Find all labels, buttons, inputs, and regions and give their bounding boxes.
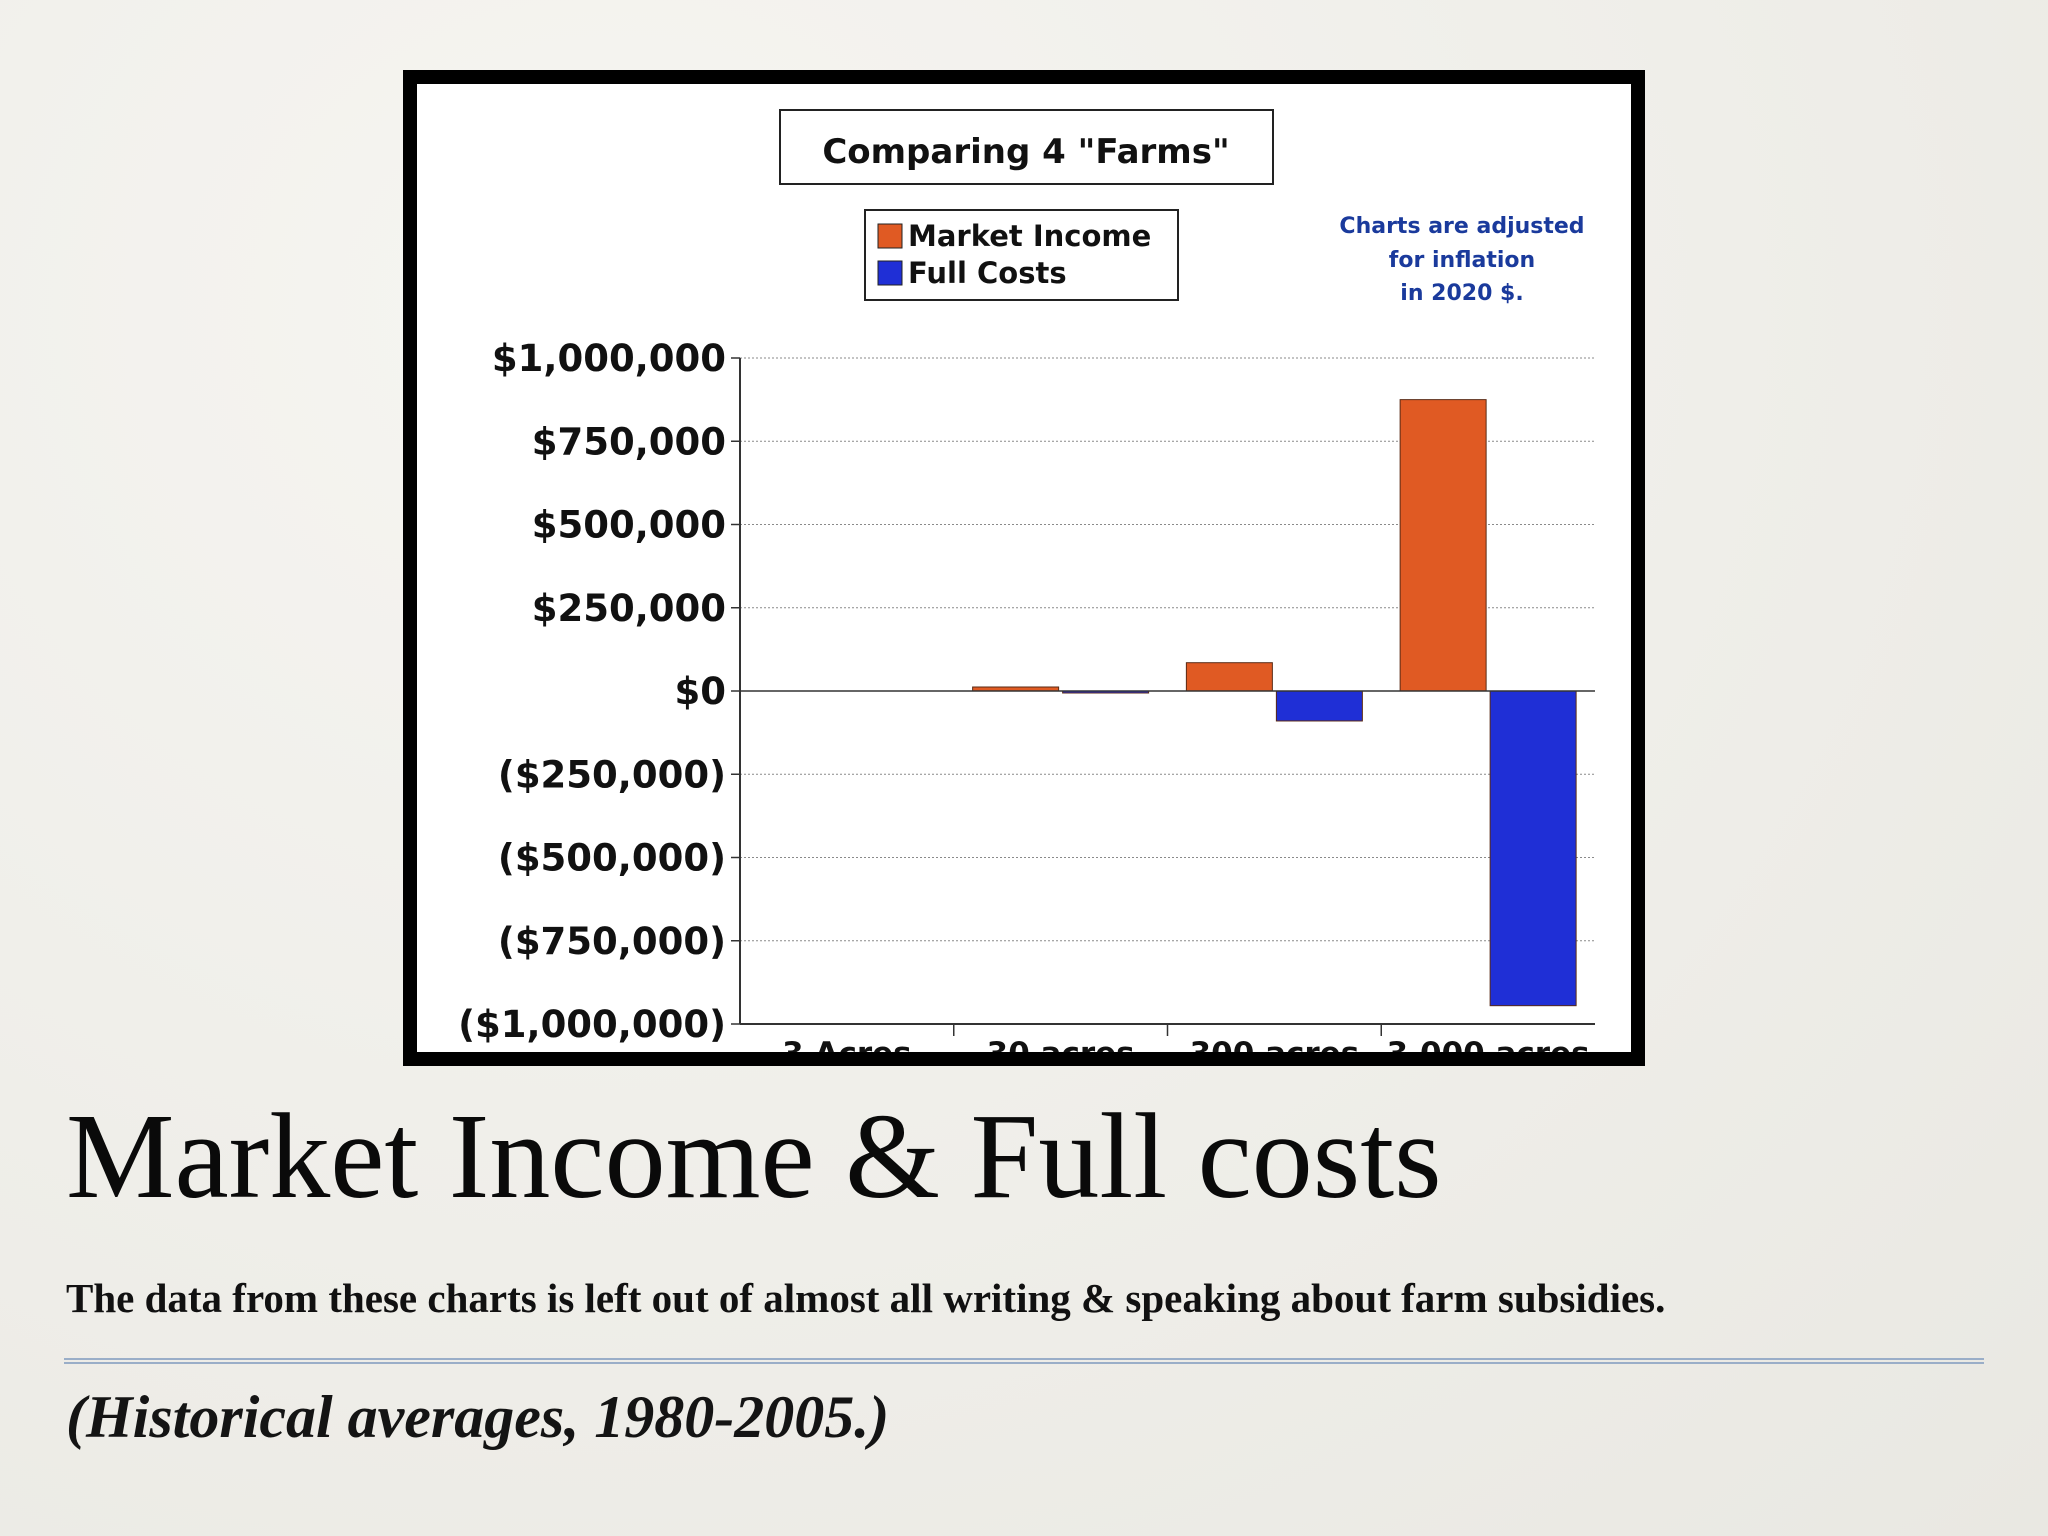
- legend-swatch-full-costs: [877, 260, 903, 286]
- y-tick-label: $0: [675, 670, 727, 713]
- axis-layer: [731, 357, 1595, 1036]
- legend-label-market-income: Market Income: [908, 219, 1151, 253]
- annotation-line-3: in 2020 $.: [1400, 281, 1523, 306]
- chart-title-box: [779, 109, 1274, 185]
- y-tick-label: $500,000: [532, 504, 726, 547]
- bar-layer: [972, 399, 1577, 1007]
- x-tick-label: 3,000 acres: [1387, 1036, 1590, 1052]
- y-tick-label: $750,000: [532, 420, 726, 463]
- bar-full-costs: [1489, 690, 1577, 1007]
- slide-note: (Historical averages, 1980-2005.): [66, 1384, 890, 1450]
- tick-layer: $1,000,000 $750,000 $500,000 $250,000 $0 ($25…: [458, 337, 1589, 1052]
- annotation-line-2: for inflation: [1389, 248, 1535, 273]
- divider: [64, 1358, 1984, 1364]
- annotation-line-1: Charts are adjusted: [1339, 214, 1584, 239]
- bar-chart: Comparing 4 "Farms" Market Income Full C…: [458, 109, 1595, 1052]
- legend-swatch-market-income: [877, 223, 903, 249]
- legend-label-full-costs: Full Costs: [908, 256, 1067, 290]
- x-tick-label: 3 Acres: [782, 1036, 912, 1052]
- x-tick-label: 300 acres: [1190, 1036, 1360, 1052]
- y-tick-label: ($750,000): [498, 920, 726, 963]
- slide-subtitle: The data from these charts is left out o…: [66, 1275, 1666, 1321]
- y-tick-label: ($1,000,000): [458, 1003, 726, 1046]
- y-tick-label: ($250,000): [498, 753, 726, 796]
- bar-full-costs: [1275, 690, 1363, 722]
- y-tick-label: ($500,000): [498, 837, 726, 880]
- y-tick-label: $1,000,000: [492, 337, 726, 380]
- legend-box: [864, 209, 1179, 301]
- bar-market-income: [1399, 399, 1487, 692]
- y-tick-label: $250,000: [532, 587, 726, 630]
- chart-panel: Comparing 4 "Farms" Market Income Full C…: [417, 84, 1631, 1052]
- x-tick-label: 30 acres: [987, 1036, 1135, 1052]
- bar-market-income: [1185, 662, 1273, 692]
- slide-title: Market Income & Full costs: [66, 1089, 1442, 1224]
- chart-title: Comparing 4 "Farms": [822, 132, 1229, 172]
- chart-frame: Comparing 4 "Farms" Market Income Full C…: [403, 70, 1645, 1066]
